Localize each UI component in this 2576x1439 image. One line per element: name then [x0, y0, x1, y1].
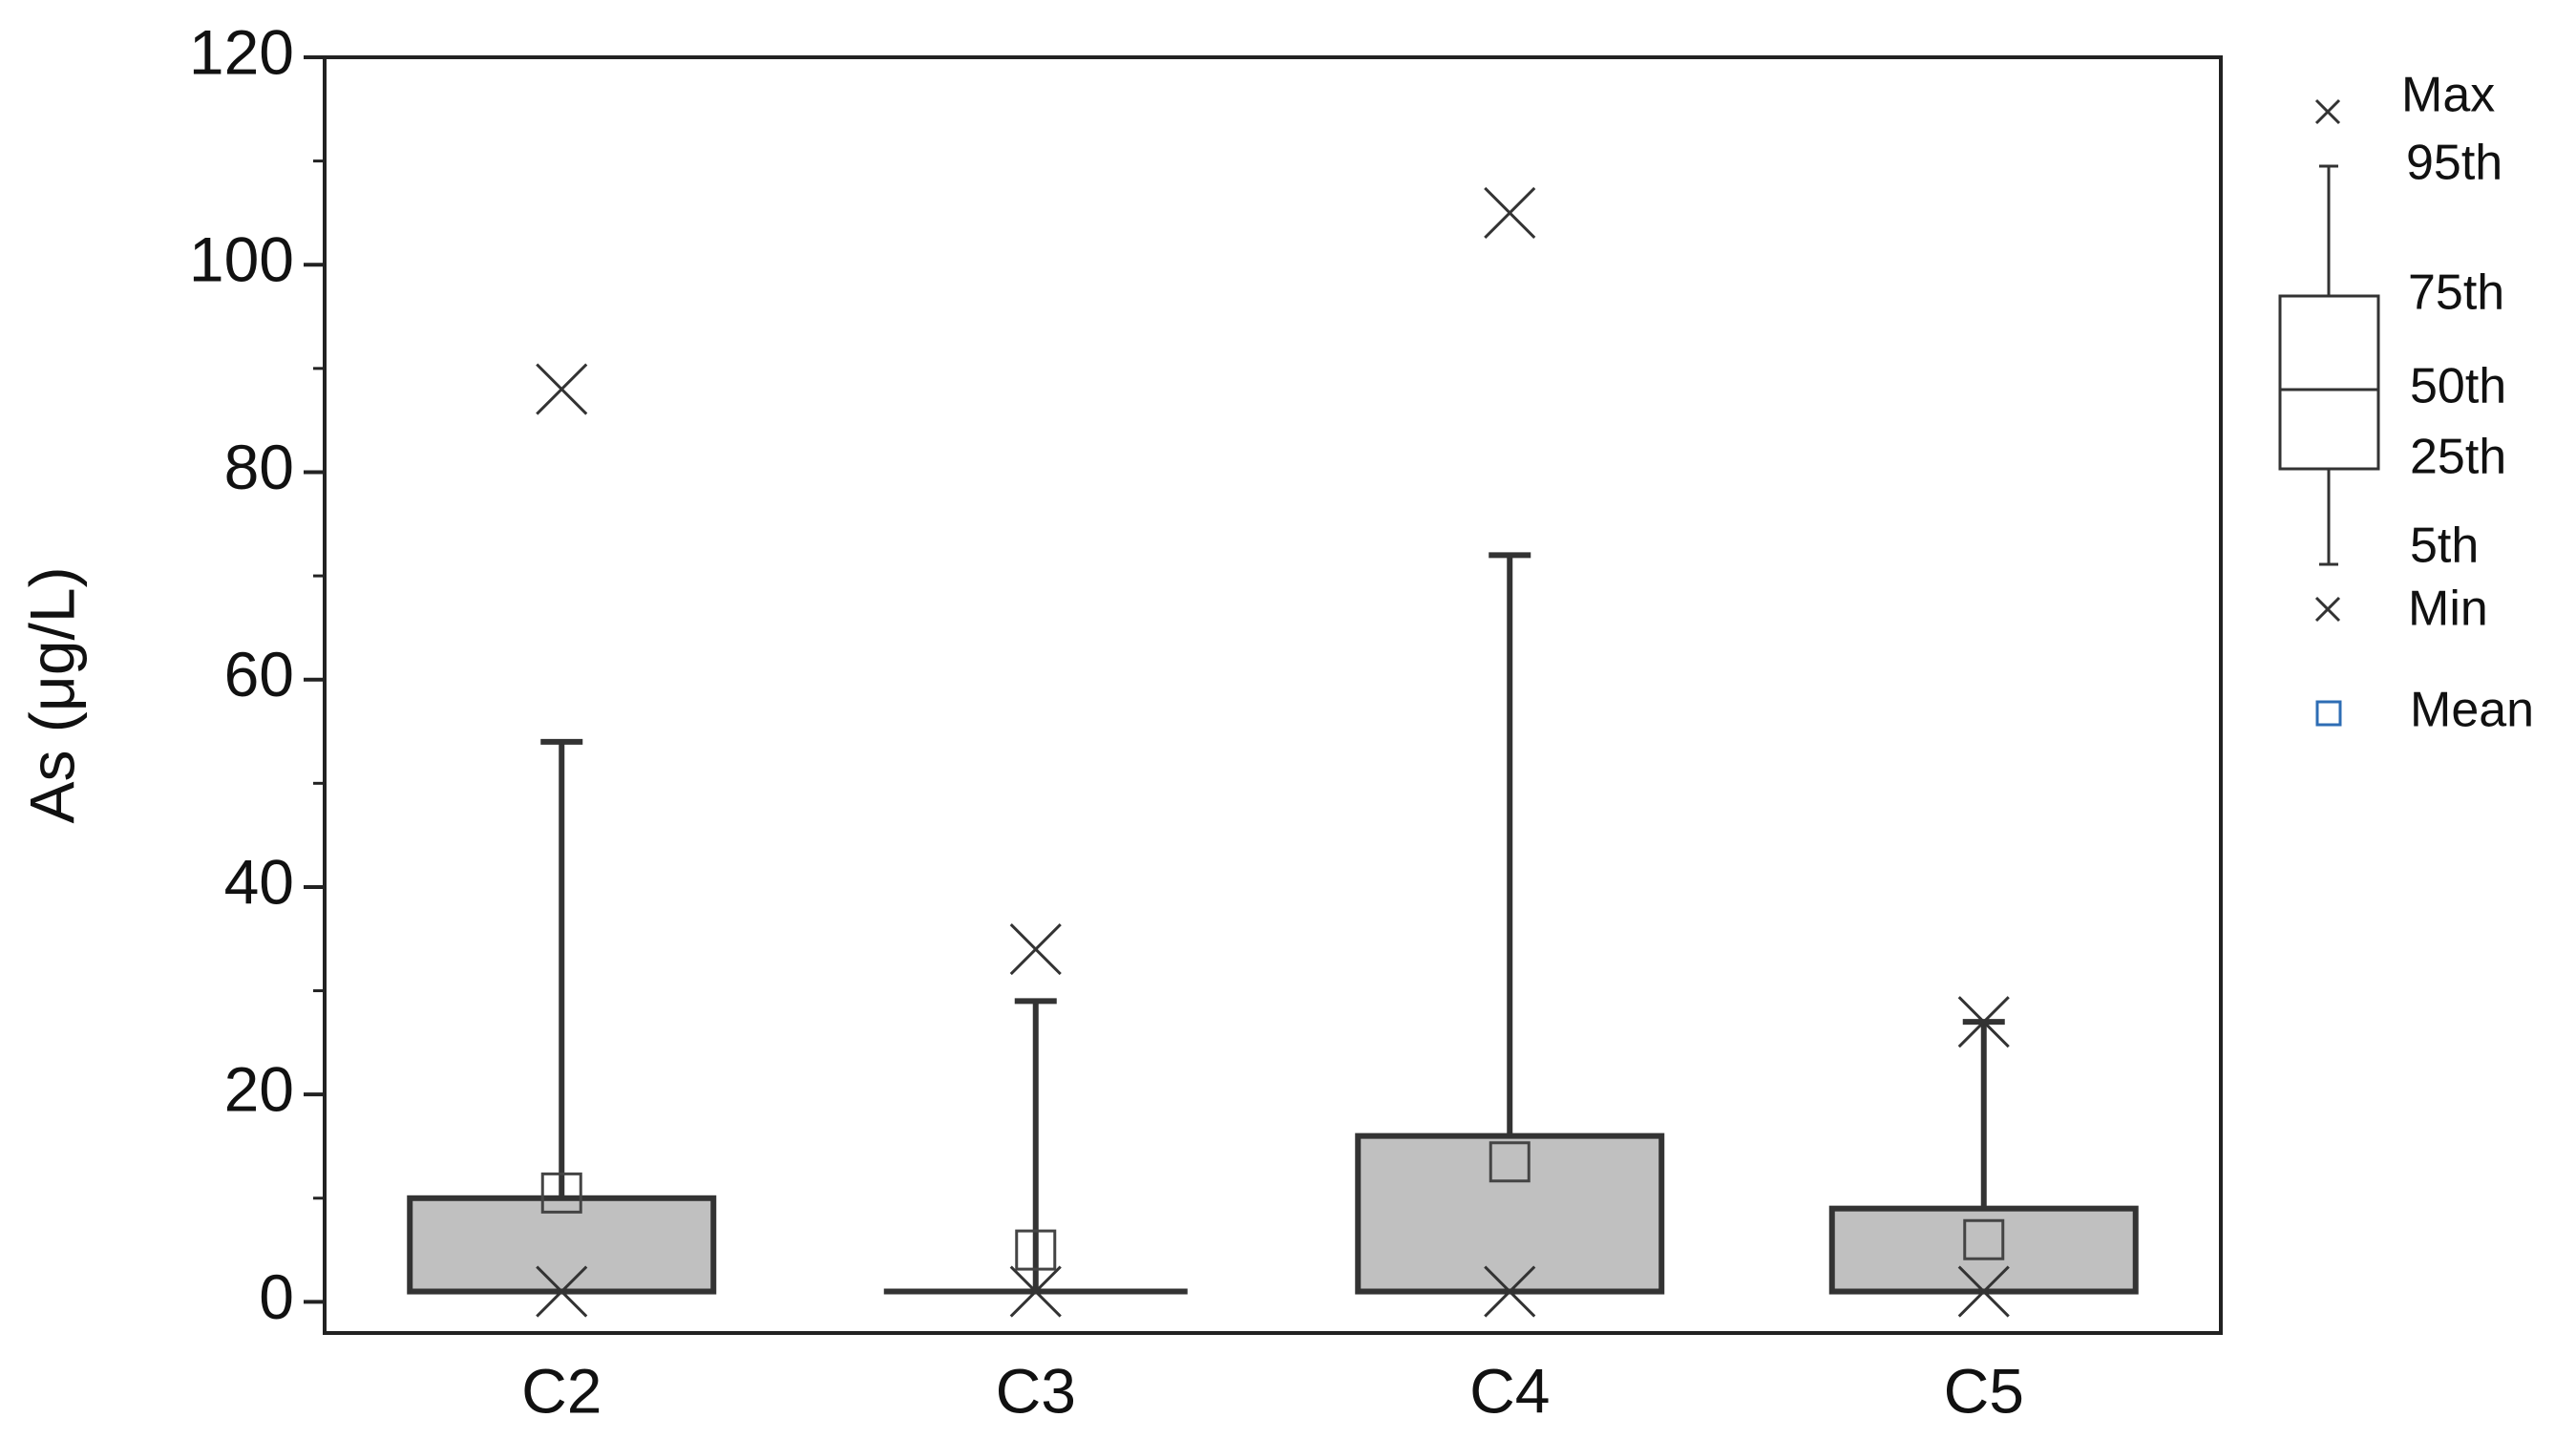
y-tick-label: 100 — [189, 224, 294, 295]
y-axis-label: As (μg/L) — [16, 566, 87, 823]
min-marker — [536, 1265, 588, 1318]
legend-max-glyph — [2314, 98, 2341, 125]
y-tick-label: 60 — [224, 639, 294, 709]
box — [1828, 1205, 2139, 1295]
max-marker — [1484, 186, 1536, 239]
x-tick-label: C2 — [521, 1355, 602, 1426]
legend-mean-glyph — [2315, 700, 2342, 727]
y-tick-label: 20 — [224, 1054, 294, 1125]
plot-frame — [323, 55, 2223, 1335]
min-marker — [1484, 1265, 1536, 1318]
mean-marker — [1963, 1218, 2005, 1260]
mean-marker — [1489, 1141, 1531, 1183]
legend-label: 25th — [2410, 430, 2506, 485]
legend-label: 50th — [2410, 359, 2506, 414]
mean-marker — [1015, 1229, 1057, 1271]
legend-label: Min — [2408, 582, 2488, 637]
y-tick-label: 0 — [259, 1261, 294, 1332]
legend-label: 5th — [2410, 518, 2479, 574]
legend-label: Max — [2401, 68, 2495, 123]
min-marker — [1009, 1265, 1062, 1318]
mean-marker — [540, 1172, 582, 1214]
y-tick-label: 80 — [224, 432, 294, 502]
legend-box — [2278, 294, 2380, 471]
legend-min-glyph — [2314, 596, 2341, 623]
min-marker — [1957, 1265, 2010, 1318]
max-marker — [536, 363, 588, 415]
legend-label: 75th — [2408, 265, 2504, 321]
legend — [2278, 98, 2380, 727]
x-tick-label: C3 — [996, 1355, 1076, 1426]
max-marker — [1957, 996, 2010, 1048]
max-marker — [1009, 923, 1062, 976]
box — [1355, 1132, 1665, 1295]
legend-label: Mean — [2410, 683, 2534, 738]
y-tick-label: 120 — [189, 16, 294, 87]
legend-label: 95th — [2406, 136, 2502, 191]
x-tick-label: C4 — [1469, 1355, 1550, 1426]
x-tick-label: C5 — [1944, 1355, 2024, 1426]
y-tick-label: 40 — [224, 846, 294, 917]
